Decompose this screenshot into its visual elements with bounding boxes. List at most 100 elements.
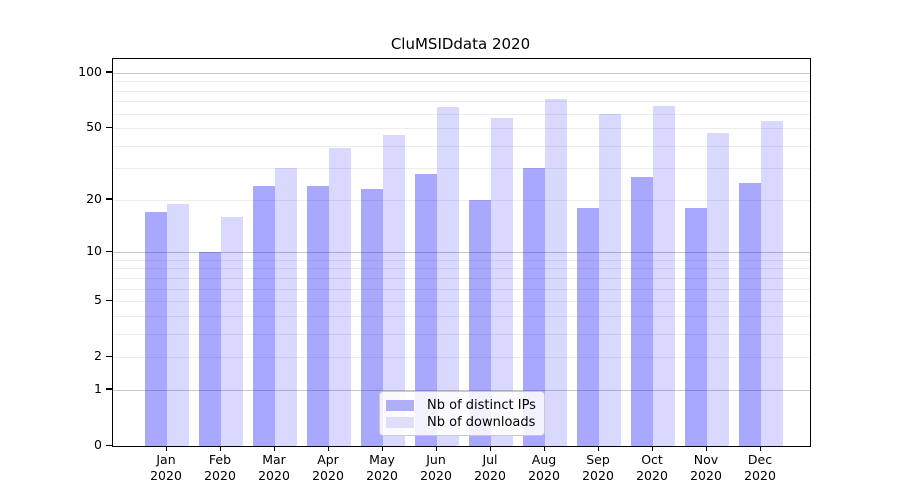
y-tick-mark: [106, 198, 112, 200]
x-tick-label: Jun 2020: [409, 452, 463, 484]
plot-area: Nb of distinct IPs Nb of downloads: [112, 58, 811, 447]
bar-distinct-ips: [523, 168, 545, 446]
x-tick-year: 2020: [474, 468, 506, 483]
x-tick-mark: [543, 446, 545, 451]
y-tick-mark: [106, 355, 112, 357]
y-tick-label: 1: [94, 380, 102, 396]
x-tick-mark: [165, 446, 167, 451]
gridline-minor: [113, 268, 810, 270]
x-tick-label: Sep 2020: [571, 452, 625, 484]
x-tick-label: May 2020: [355, 452, 409, 484]
x-tick-mark: [705, 446, 707, 451]
bar-downloads: [545, 99, 567, 446]
x-tick-year: 2020: [204, 468, 236, 483]
x-tick-mark: [273, 446, 275, 451]
x-tick-label: Nov 2020: [679, 452, 733, 484]
x-tick-month: Mar: [262, 452, 286, 467]
gridline-major: [113, 389, 810, 391]
bar-distinct-ips: [739, 182, 761, 446]
x-tick-mark: [489, 446, 491, 451]
x-tick-year: 2020: [744, 468, 776, 483]
x-tick-year: 2020: [528, 468, 560, 483]
x-tick-mark: [759, 446, 761, 451]
gridline-minor: [113, 357, 810, 359]
y-tick-mark: [106, 444, 112, 446]
x-tick-month: May: [369, 452, 395, 467]
bar-distinct-ips: [361, 189, 383, 446]
x-tick-label: Jul 2020: [463, 452, 517, 484]
bar-distinct-ips: [145, 212, 167, 446]
bar-distinct-ips: [631, 176, 653, 446]
gridline-minor: [113, 145, 810, 147]
x-tick-label: Mar 2020: [247, 452, 301, 484]
gridline-minor: [113, 81, 810, 83]
x-tick-mark: [381, 446, 383, 451]
y-tick-label: 2: [94, 348, 102, 364]
x-tick-label: Oct 2020: [625, 452, 679, 484]
bar-distinct-ips: [415, 173, 437, 446]
gridline-minor: [113, 101, 810, 103]
y-tick-label: 100: [78, 63, 102, 79]
gridline-minor: [113, 90, 810, 92]
x-tick-month: Jul: [482, 452, 498, 467]
y-tick-mark: [106, 71, 112, 73]
x-tick-label: Jan 2020: [139, 452, 193, 484]
bar-downloads: [653, 106, 675, 446]
bar-downloads: [329, 147, 351, 446]
y-tick-label: 20: [86, 190, 102, 206]
x-tick-year: 2020: [582, 468, 614, 483]
x-tick-month: Jan: [156, 452, 176, 467]
x-tick-year: 2020: [366, 468, 398, 483]
x-tick-month: Nov: [693, 452, 719, 467]
bar-downloads: [275, 168, 297, 446]
bar-distinct-ips: [685, 207, 707, 446]
x-tick-year: 2020: [258, 468, 290, 483]
y-tick-mark: [106, 250, 112, 252]
bar-downloads: [383, 134, 405, 446]
bar-downloads: [599, 113, 621, 446]
x-tick-year: 2020: [150, 468, 182, 483]
bar-distinct-ips: [253, 185, 275, 446]
gridline-major: [113, 72, 810, 74]
bar-downloads: [221, 216, 243, 446]
gridline-minor: [113, 315, 810, 317]
x-tick-month: Oct: [641, 452, 663, 467]
y-tick-mark: [106, 388, 112, 390]
gridline-minor: [113, 277, 810, 279]
y-tick-mark: [106, 299, 112, 301]
x-tick-mark: [651, 446, 653, 451]
gridline-minor: [113, 333, 810, 335]
legend: Nb of distinct IPs Nb of downloads: [379, 391, 545, 436]
legend-swatch-downloads: [386, 416, 414, 428]
gridline-minor: [113, 168, 810, 170]
x-tick-mark: [597, 446, 599, 451]
legend-item-distinct-ips: Nb of distinct IPs: [386, 397, 536, 413]
x-tick-label: Dec 2020: [733, 452, 787, 484]
x-tick-month: Apr: [317, 452, 339, 467]
x-tick-year: 2020: [312, 468, 344, 483]
x-tick-month: Sep: [586, 452, 610, 467]
gridline-minor: [113, 128, 810, 130]
bar-downloads: [167, 203, 189, 446]
gridline-minor: [113, 259, 810, 261]
x-tick-year: 2020: [420, 468, 452, 483]
y-tick-label: 5: [94, 292, 102, 308]
bar-downloads: [761, 120, 783, 446]
bar-downloads: [707, 133, 729, 446]
bar-distinct-ips: [307, 185, 329, 446]
x-tick-month: Dec: [747, 452, 773, 467]
x-tick-year: 2020: [636, 468, 668, 483]
gridline-minor: [113, 288, 810, 290]
x-tick-month: Feb: [208, 452, 232, 467]
gridline-minor: [113, 301, 810, 303]
gridline-major: [113, 252, 810, 254]
y-tick-label: 50: [86, 119, 102, 135]
bar-distinct-ips: [199, 252, 221, 446]
gridline-minor: [113, 199, 810, 201]
legend-label-distinct-ips: Nb of distinct IPs: [427, 397, 536, 413]
bar-downloads: [491, 117, 513, 446]
y-tick-label: 0: [94, 437, 102, 452]
legend-swatch-distinct-ips: [386, 399, 414, 411]
x-tick-mark: [219, 446, 221, 451]
